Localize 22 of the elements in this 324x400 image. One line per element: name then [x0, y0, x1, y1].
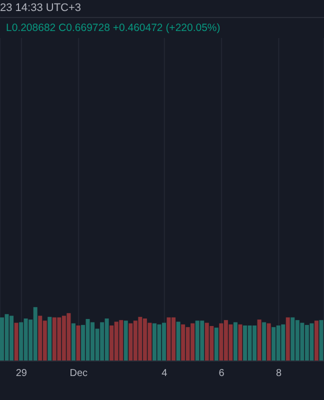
bar [266, 323, 271, 361]
bar [71, 323, 76, 361]
bar [319, 320, 324, 361]
x-tick-label: Dec [70, 368, 88, 380]
x-tick-label: 4 [162, 368, 168, 380]
bar [76, 325, 80, 361]
bar [233, 322, 238, 361]
bar [257, 320, 262, 361]
bar [262, 322, 266, 361]
bar [14, 322, 18, 361]
x-tick-label: 8 [276, 368, 282, 380]
bar [176, 322, 180, 361]
text: L0.208682 C0.669728 +0.460472 (+220.05%) [6, 22, 220, 34]
bar [124, 320, 128, 361]
bar [314, 320, 318, 361]
x-tick-label: 29 [16, 368, 28, 380]
x-tick-label: 6 [218, 368, 225, 380]
text: 23 14:33 UTC+3 [0, 2, 82, 14]
bar [48, 316, 52, 361]
bar [286, 317, 290, 361]
bar [238, 324, 242, 361]
bar [214, 328, 218, 361]
